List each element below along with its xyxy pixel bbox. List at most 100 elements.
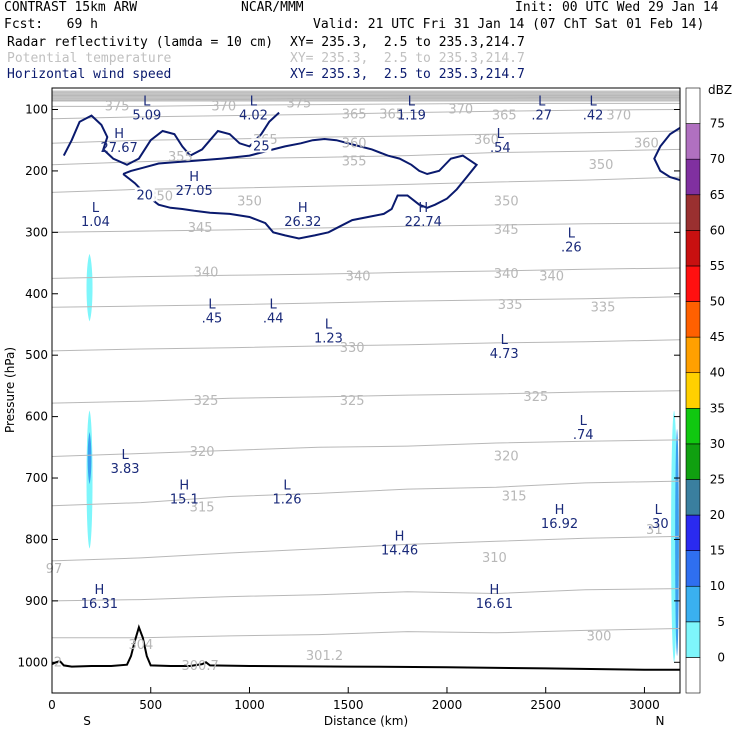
colorbar-level-55: 55 <box>710 259 725 273</box>
theta-label-9: 360 <box>342 136 367 151</box>
theta-label-22: 340 <box>494 267 519 282</box>
field3-name: Horizontal wind speed <box>7 67 172 82</box>
extremum-value-10: 22.74 <box>405 215 442 230</box>
x-tick-label-1000: 1000 <box>234 698 265 712</box>
x-tick-label-3000: 3000 <box>629 698 660 712</box>
colorbar-swatch-9 <box>685 336 701 374</box>
extremum-letter-5: H <box>114 127 124 142</box>
theta-isoline-360 <box>51 130 681 144</box>
theta-isoline-345 <box>51 222 681 233</box>
y-tick-label-200: 200 <box>25 164 48 178</box>
extremum-value-7: 27.05 <box>176 184 213 199</box>
extremum-letter-18: H <box>179 479 189 494</box>
axes: 0 500 1000 1500 2000 2500 3000 100 200 300 400 500 6… <box>17 102 680 712</box>
theta-label-0: 375 <box>105 99 130 114</box>
extremum-letter-19: L <box>283 479 291 494</box>
x-axis-label: Distance (km) <box>324 714 408 728</box>
center-label: NCAR/MMM <box>241 0 304 15</box>
theta-label-33: 315 <box>502 489 527 504</box>
extremum-value-17: 3.83 <box>111 462 140 477</box>
model-title: CONTRAST 15km ARW <box>4 0 138 15</box>
extremum-letter-0: L <box>143 95 151 110</box>
extremum-letter-7: H <box>189 170 199 185</box>
wind-isotach-20-1 <box>122 137 479 240</box>
terrain-layer <box>51 624 680 671</box>
x-tick-label-0: 0 <box>48 698 56 712</box>
extremum-value-20: 16.92 <box>541 517 578 532</box>
theta-label-4: 365 <box>379 107 404 122</box>
theta-isoline-335 <box>51 296 681 308</box>
y-tick-label-300: 300 <box>25 225 48 239</box>
extremum-value-15: 4.73 <box>490 347 519 362</box>
x-tick-label-2000: 2000 <box>432 698 463 712</box>
colorbar-swatch-13 <box>685 194 701 231</box>
extremum-letter-12: L <box>208 297 216 312</box>
theta-isoline-325 <box>51 390 681 404</box>
end-label-north: N <box>656 714 665 728</box>
theta-isoline-305 <box>51 588 681 602</box>
extremum-letter-24: H <box>489 583 499 598</box>
field2-name: Potential temperature <box>7 51 172 66</box>
theta-isoline-310 <box>51 535 681 562</box>
extremum-letter-15: L <box>501 333 509 348</box>
theta-isoline-300 <box>52 628 681 639</box>
colorbar-swatch-12 <box>685 230 701 267</box>
theta-isoline-370 <box>52 102 680 107</box>
extremum-value-9: 26.32 <box>284 215 321 230</box>
extremum-letter-2: L <box>408 95 416 110</box>
field1-xy: XY= 235.3, 2.5 to 235.3,214.7 <box>290 35 525 50</box>
colorbar-level-0: 0 <box>717 650 725 664</box>
theta-label-20: 340 <box>194 265 219 280</box>
theta-isoline-350 <box>51 176 681 193</box>
y-tick-label-700: 700 <box>25 471 48 485</box>
colorbar-swatch-10 <box>685 301 701 338</box>
extremum-value-22: 14.46 <box>381 544 418 559</box>
theta-label-38: 301.2 <box>306 649 343 664</box>
colorbar-swatch-0 <box>685 657 701 694</box>
extremum-value-19: 1.26 <box>273 493 302 508</box>
theta-label-18: 345 <box>188 221 213 236</box>
extremum-letter-8: L <box>92 201 100 216</box>
colorbar-unit: dBZ <box>708 83 732 97</box>
wind-label-bg-0 <box>251 138 272 153</box>
theta-label-23: 340 <box>539 270 564 285</box>
extremum-value-2: 1.19 <box>397 109 426 124</box>
theta-label-25: 335 <box>591 300 616 315</box>
theta-label-36: 31 <box>646 523 663 538</box>
extremum-value-0: 5.09 <box>132 109 161 124</box>
colorbar-level-75: 75 <box>710 117 725 131</box>
extremum-value-5: 27.67 <box>101 141 138 156</box>
colorbar-swatch-5 <box>685 479 701 516</box>
colorbar-swatch-15 <box>685 123 701 160</box>
reflectivity-cell-2 <box>87 431 92 485</box>
colorbar-swatch-3 <box>685 550 701 587</box>
extremum-value-11: .26 <box>561 241 582 256</box>
theta-label-16: 350 <box>237 195 262 210</box>
theta-label-24: 335 <box>498 298 523 313</box>
colorbar-level-65: 65 <box>710 188 725 202</box>
reflectivity-cell-0 <box>86 253 93 322</box>
theta-label-21: 340 <box>346 270 371 285</box>
theta-label-29: 325 <box>523 390 548 405</box>
init-time: Init: 00 UTC Wed 29 Jan 14 <box>515 0 719 15</box>
theta-label-2: 375 <box>286 96 311 111</box>
terrain-line <box>51 624 680 671</box>
x-tick-label-2500: 2500 <box>530 698 561 712</box>
colorbar-level-70: 70 <box>710 152 725 166</box>
extremum-value-18: 15.1 <box>170 493 199 508</box>
field3-xy: XY= 235.3, 2.5 to 235.3,214.7 <box>290 67 525 82</box>
y-tick-label-800: 800 <box>25 532 48 546</box>
theta-label-12: 355 <box>168 150 193 165</box>
colorbar: 0 5 10 15 20 25 30 35 40 45 50 55 60 65 70 75 dBZ <box>685 83 732 694</box>
theta-isoline-365 <box>51 109 681 120</box>
extremum-letter-20: H <box>555 503 565 518</box>
theta-isoline-355 <box>51 148 681 166</box>
colorbar-level-45: 45 <box>710 330 725 344</box>
contour-labels: 3753703753653653703653703653603603603553… <box>46 95 669 674</box>
extremum-letter-6: L <box>497 127 505 142</box>
wind-isotach-20-2 <box>653 127 681 182</box>
field1-name: Radar reflectivity (lamda = 10 cm) <box>7 35 274 50</box>
theta-label-28: 325 <box>340 394 365 409</box>
y-tick-label-100: 100 <box>25 102 48 116</box>
wind-isotachs <box>62 111 681 240</box>
